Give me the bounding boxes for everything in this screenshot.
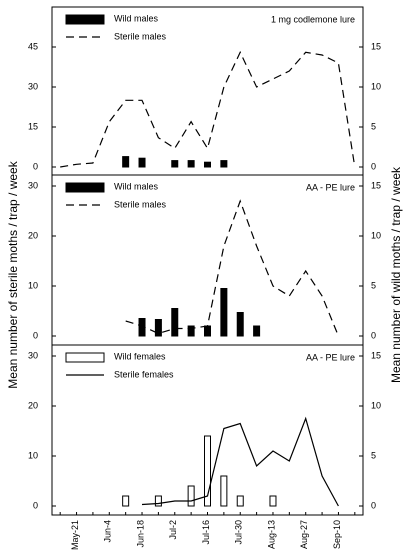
y2-tick-label: 0 [371,330,376,340]
y-tick-label: 0 [33,330,38,340]
bar [187,485,195,507]
annotation: 1 mg codlemone lure [271,14,355,24]
y2-tick-label: 5 [371,280,376,290]
bar [204,161,211,168]
bar [122,495,130,507]
bar [154,495,162,507]
y2-tick-label: 5 [371,450,376,460]
bar [187,160,195,168]
legend-swatch [65,352,105,363]
bar [154,319,162,337]
legend-swatch [65,14,105,25]
y2-tick-label: 10 [371,230,381,240]
y-tick-label: 30 [28,81,38,91]
bar [269,495,277,507]
annotation: AA - PE lure [306,182,355,192]
bar [138,157,146,168]
legend-label: Sterile females [114,369,174,379]
x-tick-label: Jul-2 [168,520,178,540]
x-tick-label: Jul-30 [234,520,244,545]
plot-frame [51,6,364,176]
line [125,199,339,337]
y2-tick-label: 15 [371,41,381,51]
y-tick-label: 30 [28,180,38,190]
legend-label: Wild males [114,181,159,191]
y-tick-label: 45 [28,41,38,51]
bar [236,495,244,507]
y-tick-label: 10 [28,280,38,290]
legend-label: Sterile males [114,31,167,41]
y2-tick-label: 15 [371,180,381,190]
y2-tick-label: 0 [371,500,376,510]
y2-axis-label: Mean number of wild moths / trap / week [389,166,403,383]
y-tick-label: 20 [28,230,38,240]
y-tick-label: 15 [28,121,38,131]
x-tick-label: Jul-16 [201,520,211,545]
y-tick-label: 0 [33,161,38,171]
bar [236,312,244,337]
legend-swatch [65,182,105,193]
plot-frame [51,174,364,346]
y-tick-label: 10 [28,450,38,460]
y2-tick-label: 10 [371,81,381,91]
annotation: AA - PE lure [306,352,355,362]
y2-tick-label: 0 [371,161,376,171]
y2-tick-label: 15 [371,350,381,360]
x-tick-label: Jun-18 [135,520,145,548]
legend-label: Sterile males [114,199,167,209]
y-tick-label: 30 [28,350,38,360]
y-axis-label: Mean number of sterile moths / trap / we… [6,160,20,388]
x-tick-label: Aug-27 [299,520,309,549]
bar [220,475,228,507]
bar [253,325,261,337]
bar [187,325,195,337]
bar [220,288,228,337]
y2-tick-label: 10 [371,400,381,410]
bar [204,325,211,337]
bar [171,308,179,337]
line [141,416,339,507]
legend-label: Wild females [114,351,166,361]
x-tick-label: Aug-13 [266,520,276,549]
line [60,50,356,168]
x-tick-label: May-21 [70,520,80,550]
bar [220,160,228,168]
y2-tick-label: 5 [371,121,376,131]
y-tick-label: 20 [28,400,38,410]
y-tick-label: 0 [33,500,38,510]
bar [171,160,179,168]
bar [122,156,130,168]
bar [204,435,211,507]
legend-label: Wild males [114,13,159,23]
x-tick-label: Sep-10 [332,520,342,549]
x-tick-label: Jun-4 [103,520,113,543]
